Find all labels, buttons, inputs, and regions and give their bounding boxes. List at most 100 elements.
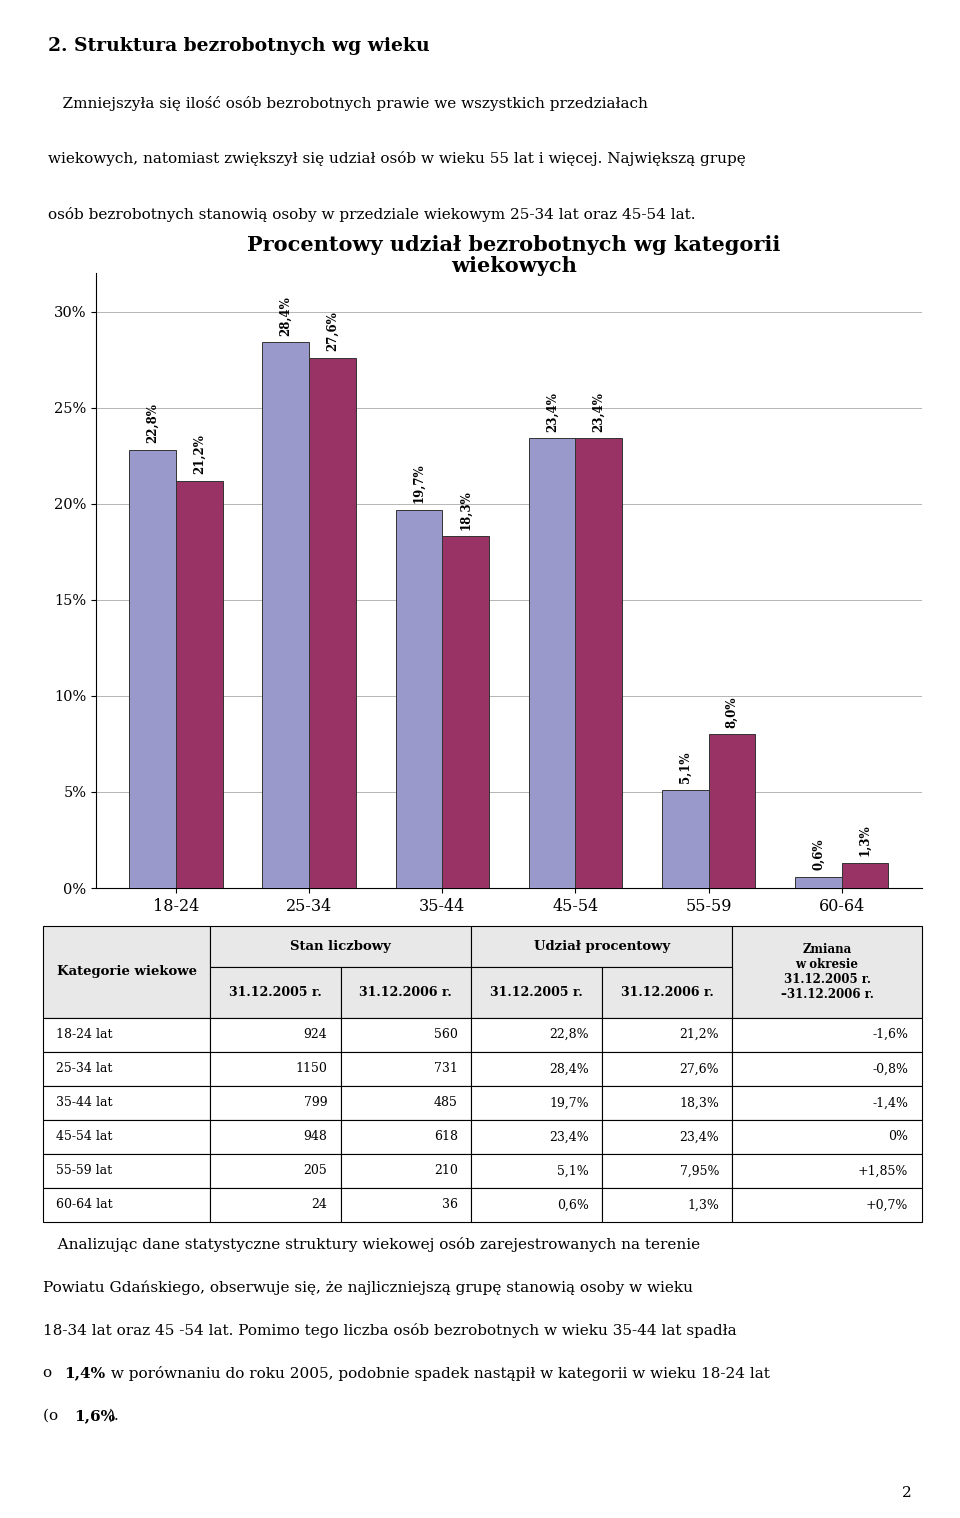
Text: 18-34 lat oraz 45 -54 lat. Pomimo tego liczba osób bezrobotnych w wieku 35-44 la: 18-34 lat oraz 45 -54 lat. Pomimo tego l… — [43, 1324, 737, 1337]
Text: 485: 485 — [434, 1096, 458, 1110]
Text: 19,7%: 19,7% — [549, 1096, 588, 1110]
Text: -0,8%: -0,8% — [873, 1063, 908, 1075]
Text: 31.12.2006 r.: 31.12.2006 r. — [359, 987, 452, 999]
Text: 1,3%: 1,3% — [687, 1199, 719, 1211]
Text: 23,4%: 23,4% — [680, 1131, 719, 1143]
Bar — [471, 967, 602, 1017]
Text: w porównaniu do roku 2005, podobnie spadek nastąpił w kategorii w wieku 18-24 la: w porównaniu do roku 2005, podobnie spad… — [107, 1366, 770, 1381]
Bar — [471, 926, 732, 967]
Text: -1,4%: -1,4% — [873, 1096, 908, 1110]
Bar — [210, 1017, 341, 1052]
Text: 22,8%: 22,8% — [549, 1028, 588, 1041]
Bar — [43, 1120, 210, 1154]
Bar — [341, 1120, 471, 1154]
Text: Stan liczbowy: Stan liczbowy — [290, 940, 391, 953]
Text: +0,7%: +0,7% — [866, 1199, 908, 1211]
Bar — [43, 926, 210, 1017]
Text: 18,3%: 18,3% — [459, 490, 472, 530]
Bar — [732, 1052, 922, 1085]
Text: 28,4%: 28,4% — [279, 296, 292, 335]
Text: o °: o ° — [43, 1366, 65, 1380]
Bar — [795, 876, 842, 888]
Text: 5,1%: 5,1% — [679, 751, 692, 783]
Bar — [471, 1017, 602, 1052]
Text: 55-59 lat: 55-59 lat — [57, 1164, 112, 1178]
Text: 799: 799 — [303, 1096, 327, 1110]
Text: 210: 210 — [434, 1164, 458, 1178]
Text: 2: 2 — [902, 1486, 912, 1500]
Bar — [130, 449, 176, 888]
Bar — [210, 1189, 341, 1222]
Text: osób bezrobotnych stanowią osoby w przedziale wiekowym 25-34 lat oraz 45-54 lat.: osób bezrobotnych stanowią osoby w przed… — [48, 206, 695, 222]
Bar — [210, 1085, 341, 1120]
Bar — [602, 1052, 732, 1085]
Bar — [471, 1189, 602, 1222]
Text: 731: 731 — [434, 1063, 458, 1075]
Bar — [708, 735, 756, 888]
Text: 23,4%: 23,4% — [545, 392, 559, 431]
Text: ).: ). — [109, 1409, 120, 1422]
Text: 560: 560 — [434, 1028, 458, 1041]
Text: Udział procentowy: Udział procentowy — [534, 940, 670, 953]
Text: Analizując dane statystyczne struktury wiekowej osób zarejestrowanych na terenie: Analizując dane statystyczne struktury w… — [43, 1237, 701, 1252]
Legend: 31.12.2005, 31.12.2006: 31.12.2005, 31.12.2006 — [375, 953, 642, 979]
Text: Powiatu Gdańskiego, obserwuje się, że najliczniejszą grupę stanowią osoby w wiek: Powiatu Gdańskiego, obserwuje się, że na… — [43, 1280, 693, 1295]
Text: 21,2%: 21,2% — [193, 434, 205, 474]
Text: 0%: 0% — [888, 1131, 908, 1143]
Text: 0,6%: 0,6% — [557, 1199, 588, 1211]
Text: 5,1%: 5,1% — [557, 1164, 588, 1178]
Bar — [341, 1189, 471, 1222]
Bar — [396, 510, 443, 888]
Bar — [602, 1085, 732, 1120]
Bar — [43, 1189, 210, 1222]
Text: 45-54 lat: 45-54 lat — [57, 1131, 112, 1143]
Text: 22,8%: 22,8% — [146, 404, 159, 443]
Text: 31.12.2005 r.: 31.12.2005 r. — [491, 987, 583, 999]
Text: 18-24 lat: 18-24 lat — [57, 1028, 113, 1041]
Bar — [341, 1052, 471, 1085]
Text: 25-34 lat: 25-34 lat — [57, 1063, 112, 1075]
Bar — [575, 439, 622, 888]
Bar — [471, 1085, 602, 1120]
Text: 8,0%: 8,0% — [726, 697, 738, 727]
Bar — [732, 926, 922, 1017]
Text: 924: 924 — [303, 1028, 327, 1041]
Text: 27,6%: 27,6% — [680, 1063, 719, 1075]
Text: Zmiana
w okresie
31.12.2005 r.
–31.12.2006 r.: Zmiana w okresie 31.12.2005 r. –31.12.20… — [780, 943, 874, 1000]
Text: -1,6%: -1,6% — [873, 1028, 908, 1041]
Bar — [341, 1085, 471, 1120]
Text: wiekowych, natomiast zwiększył się udział osób w wieku 55 lat i więcej. Najwięks: wiekowych, natomiast zwiększył się udzia… — [48, 152, 746, 167]
Bar — [602, 1120, 732, 1154]
Text: 35-44 lat: 35-44 lat — [57, 1096, 113, 1110]
Bar — [210, 926, 471, 967]
Text: 205: 205 — [303, 1164, 327, 1178]
Text: 23,4%: 23,4% — [592, 392, 605, 431]
Text: 18,3%: 18,3% — [680, 1096, 719, 1110]
Text: Procentowy udział bezrobotnych wg kategorii: Procentowy udział bezrobotnych wg katego… — [247, 235, 780, 255]
Text: Kategorie wiekowe: Kategorie wiekowe — [57, 965, 197, 979]
Text: 19,7%: 19,7% — [413, 463, 425, 502]
Text: 948: 948 — [303, 1131, 327, 1143]
Bar — [842, 864, 888, 888]
Text: 0,6%: 0,6% — [812, 838, 825, 870]
Bar — [341, 967, 471, 1017]
Bar — [732, 1154, 922, 1189]
Bar — [602, 1017, 732, 1052]
Text: 1,6%: 1,6% — [74, 1409, 115, 1422]
Text: 27,6%: 27,6% — [325, 311, 339, 351]
Text: o: o — [43, 1366, 58, 1380]
Bar — [262, 343, 309, 888]
Bar — [602, 1189, 732, 1222]
Bar — [43, 1085, 210, 1120]
Text: 618: 618 — [434, 1131, 458, 1143]
Bar — [471, 1120, 602, 1154]
Bar — [732, 1189, 922, 1222]
Text: 31.12.2005 r.: 31.12.2005 r. — [228, 987, 322, 999]
Bar — [471, 1052, 602, 1085]
Bar — [341, 1154, 471, 1189]
Text: Zmniejszyła się ilość osób bezrobotnych prawie we wszystkich przedziałach: Zmniejszyła się ilość osób bezrobotnych … — [48, 96, 648, 111]
Text: 36: 36 — [442, 1199, 458, 1211]
Bar — [210, 1120, 341, 1154]
Bar — [309, 358, 355, 888]
Bar — [341, 1017, 471, 1052]
